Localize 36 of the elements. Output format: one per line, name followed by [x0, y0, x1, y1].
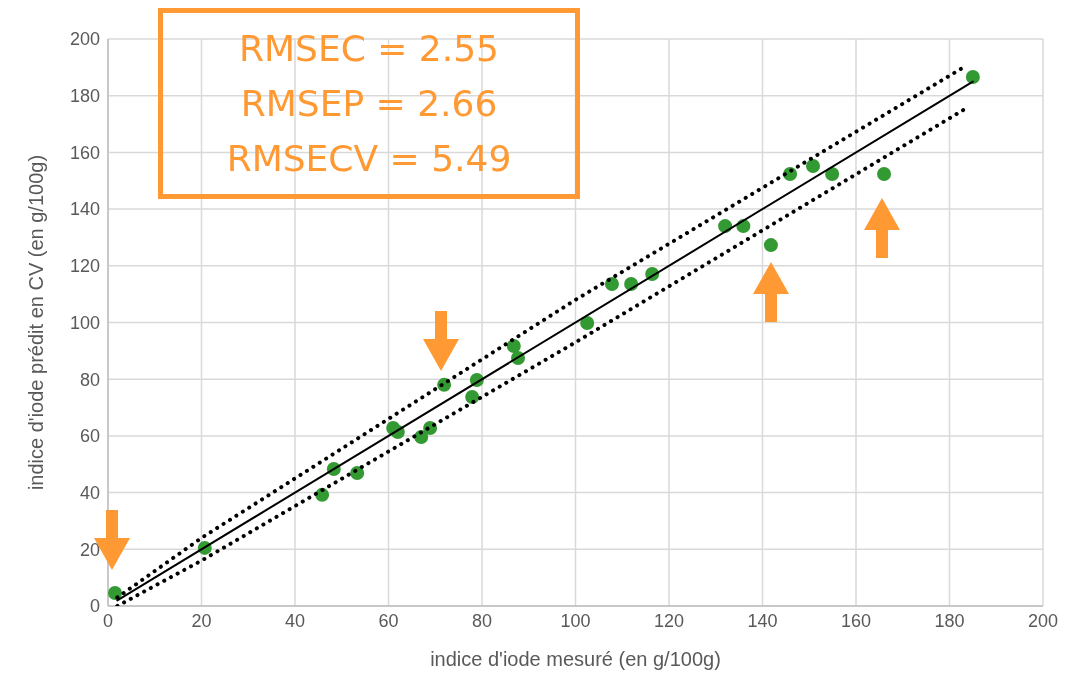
x-tick-label: 180 — [934, 610, 965, 631]
x-tick-label: 120 — [653, 610, 685, 631]
y-tick-label: 100 — [69, 312, 100, 333]
y-tick-label: 80 — [79, 369, 100, 390]
outline-box: RMSEC = 2.55 RMSEP = 2.66 RMSECV = 5.49 — [158, 8, 580, 199]
point — [825, 166, 840, 181]
y-tick-label: 140 — [69, 199, 100, 220]
annotation: RMSEC = 2.55 — [238, 27, 500, 71]
x-tick-label: 0 — [102, 610, 114, 631]
x-tick-label: 160 — [840, 610, 872, 631]
x-tick-label: 200 — [1027, 610, 1059, 631]
point — [877, 166, 892, 181]
x-tick-label: 140 — [747, 610, 778, 631]
y-tick-label: 180 — [69, 86, 100, 107]
y-tick-label: 120 — [69, 256, 100, 277]
point — [108, 585, 123, 600]
x-tick-label: 40 — [284, 610, 306, 631]
point — [965, 69, 980, 84]
y-tick-label: 0 — [89, 596, 100, 617]
point — [805, 159, 820, 174]
x-axis-title: indice d'iode mesuré (en g/100g) — [430, 648, 721, 670]
y-tick-label: 200 — [69, 29, 100, 50]
y-tick-label: 20 — [79, 539, 100, 560]
point — [763, 238, 778, 253]
annotation: RMSECV = 5.49 — [225, 137, 513, 181]
y-tick-label: 160 — [69, 142, 100, 163]
y-tick-label: 40 — [79, 482, 100, 503]
annotation: RMSEP = 2.66 — [239, 82, 499, 126]
x-tick-label: 100 — [560, 610, 591, 631]
x-tick-label: 80 — [471, 610, 493, 631]
y-tick-label: 60 — [79, 426, 100, 447]
point — [604, 276, 619, 291]
x-tick-label: 60 — [378, 610, 399, 631]
x-tick-label: 20 — [191, 610, 212, 631]
y-axis-title: indice d'iode prédit en CV (en g/100g) — [25, 154, 48, 491]
point — [580, 316, 595, 331]
